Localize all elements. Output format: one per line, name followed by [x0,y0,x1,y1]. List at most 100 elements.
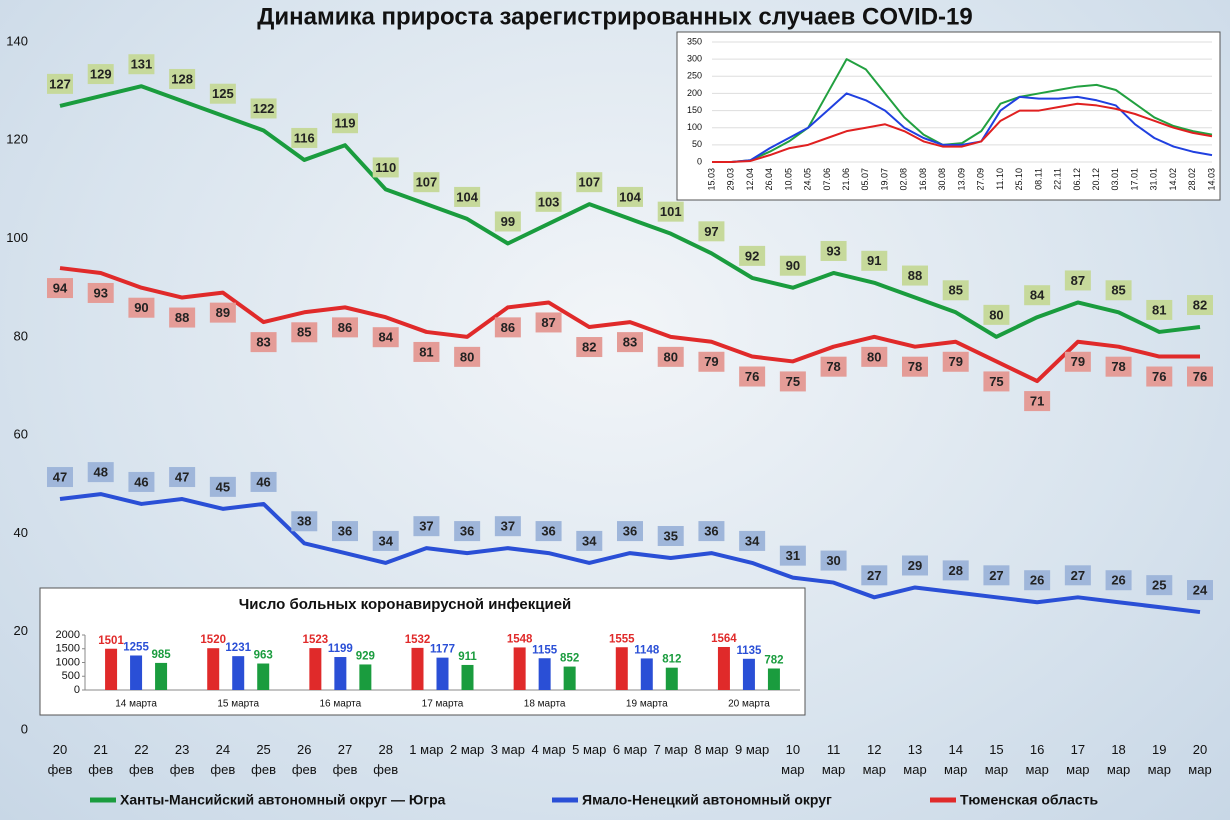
data-label-box [820,550,847,571]
x-tick-label: 20 мар [1188,742,1212,777]
y-tick-label: 140 [6,33,28,48]
data-label: 83 [256,335,270,350]
data-label-box [128,297,155,318]
y-tick-label: 50 [692,139,702,149]
data-label-box [942,351,969,372]
data-label: 87 [1071,273,1085,288]
x-tick-label: 29.03 [726,168,736,191]
data-label: 91 [867,253,881,268]
data-label: 86 [501,320,515,335]
x-tick-label: 31.01 [1149,168,1159,191]
y-tick-label: 1000 [56,656,80,668]
x-tick-label: 9 мар [735,742,770,757]
bar [640,658,653,690]
x-tick-label: 26.04 [764,168,774,191]
data-label: 80 [867,349,881,364]
x-tick-label: 13.09 [956,168,966,191]
x-tick-label: 14.02 [1168,168,1178,191]
x-tick-label: 10.05 [783,168,793,191]
data-label: 985 [151,649,171,661]
data-label-box [617,332,643,353]
x-tick-label: 15.03 [706,168,716,191]
x-tick-label: 20 марта [728,699,770,710]
data-label: 107 [416,175,438,190]
data-label: 27 [1071,568,1085,583]
data-label: 75 [786,374,800,389]
y-tick-label: 250 [687,71,702,81]
data-label: 85 [297,325,311,340]
data-label-box [454,521,481,542]
data-label-box [332,317,358,338]
data-label: 93 [826,243,840,258]
bar [207,648,220,690]
data-label: 27 [867,568,881,583]
data-label: 812 [662,654,681,666]
bar [615,647,628,690]
data-label: 83 [623,335,637,350]
data-label: 88 [175,310,189,325]
x-tick-label: 14 марта [115,699,157,710]
data-label: 107 [578,175,600,190]
data-label: 34 [582,533,597,548]
data-label: 79 [1071,354,1085,369]
x-tick-label: 25.10 [1014,168,1024,191]
x-tick-label: 12.04 [745,168,755,191]
x-tick-label: 5 мар [572,742,607,757]
data-label: 1148 [634,644,660,656]
legend-label: Ямало-Ненецкий автономный округ [582,792,832,808]
data-label: 71 [1030,394,1044,409]
data-label: 1177 [430,644,455,656]
x-tick-label: 08.11 [1033,168,1043,190]
x-tick-label: 22.11 [1053,168,1063,190]
x-tick-label: 16 мар [1025,742,1049,777]
series-line [59,84,1201,339]
y-tick-label: 120 [6,132,28,147]
data-label-box [576,530,603,551]
bar [411,647,424,690]
data-label-box [698,521,725,542]
x-tick-label: 20.12 [1091,168,1101,191]
data-label: 1532 [405,634,431,646]
data-label-box [617,521,643,542]
data-label: 81 [419,344,433,359]
bar [309,648,322,690]
data-label: 79 [704,354,718,369]
bar [130,655,143,690]
data-label: 1520 [200,634,226,646]
x-tick-label: 12 мар [862,742,886,777]
data-label: 76 [1152,369,1166,384]
data-label: 76 [745,369,759,384]
y-tick-label: 20 [14,623,28,638]
data-label: 90 [786,258,800,273]
data-label-box [1024,570,1051,591]
x-tick-label: 2 мар [450,742,485,757]
bar [359,664,372,690]
data-label: 93 [93,285,107,300]
data-label-box [1105,356,1132,377]
data-label-box [372,530,399,551]
data-label-box [87,462,114,483]
data-label-box [494,317,521,338]
x-tick-label: 23 фев [169,742,195,777]
data-label: 36 [623,524,637,539]
data-label-box [169,68,196,89]
bar [742,658,755,690]
x-tick-label: 17 марта [422,699,464,710]
data-label-box [657,201,684,222]
data-label-box [861,250,888,271]
data-label-box [820,240,847,261]
data-label-box [983,304,1010,325]
data-label: 85 [948,283,962,298]
x-tick-label: 20 фев [47,742,73,777]
data-label-box [291,127,318,148]
legend-label: Тюменская область [960,792,1099,808]
inset-title: Число больных коронавирусной инфекцией [239,596,572,613]
y-tick-label: 0 [697,156,702,166]
data-label-box [413,516,440,537]
data-label: 26 [1111,573,1125,588]
data-label: 128 [171,71,193,86]
data-label-box [698,221,725,242]
data-label: 103 [538,194,560,209]
data-label: 80 [460,349,474,364]
bar [155,662,168,690]
